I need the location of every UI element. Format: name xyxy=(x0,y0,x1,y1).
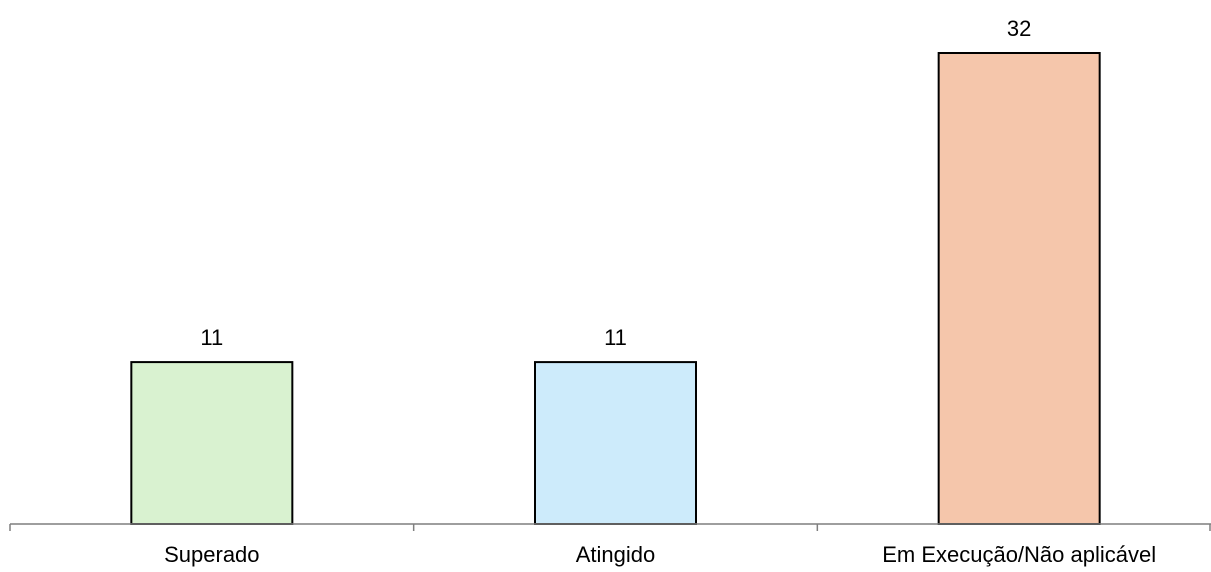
data-label-0: 11 xyxy=(200,325,223,350)
x-tick-label-2: Em Execução/Não aplicável xyxy=(882,542,1156,567)
x-axis xyxy=(9,523,1211,531)
data-label-1: 11 xyxy=(604,325,627,350)
data-labels: 11 11 32 xyxy=(200,16,1031,350)
bar-0 xyxy=(130,361,294,525)
data-label-2: 32 xyxy=(1007,16,1031,41)
x-tick-label-1: Atingido xyxy=(576,542,656,567)
bar-2 xyxy=(937,52,1101,525)
bars xyxy=(130,52,1101,525)
x-tick-labels: Superado Atingido Em Execução/Não aplicáve… xyxy=(164,542,1156,567)
bar-1 xyxy=(534,361,697,525)
x-tick-label-0: Superado xyxy=(164,542,259,567)
